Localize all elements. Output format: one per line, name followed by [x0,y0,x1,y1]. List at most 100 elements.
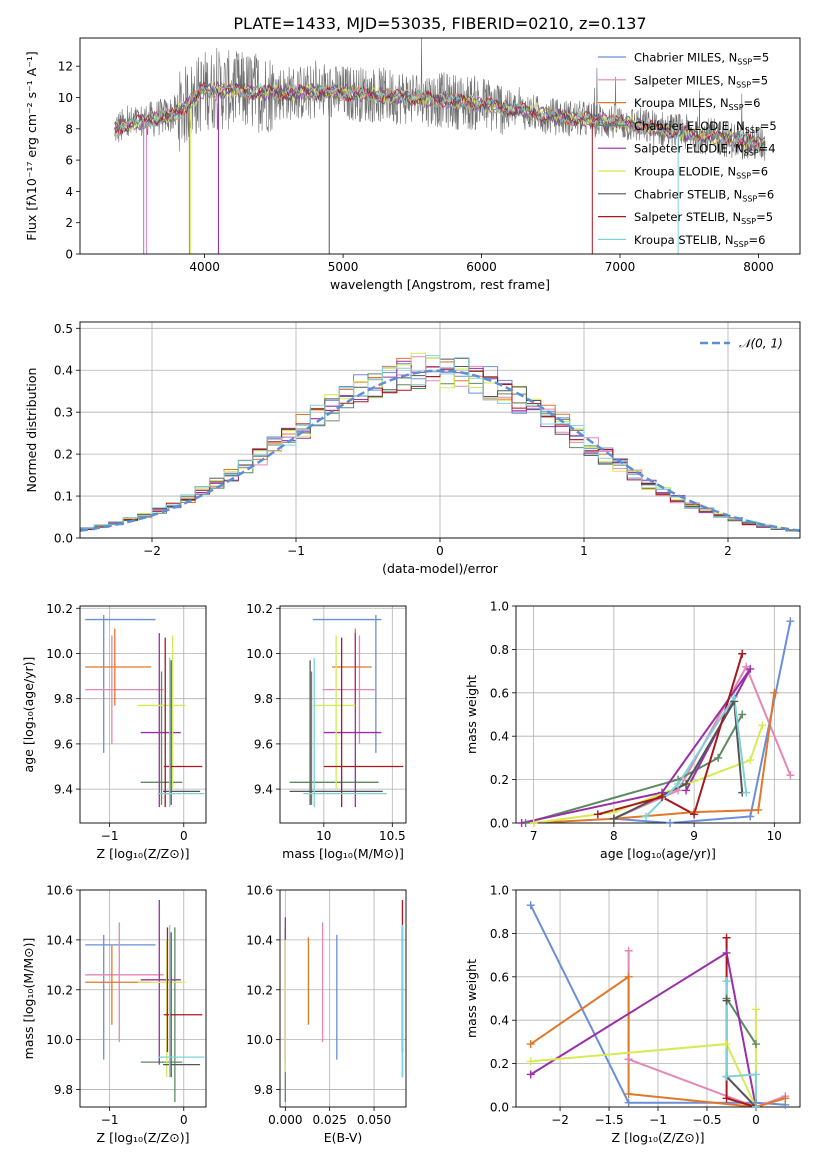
mass-weight-marker [517,819,526,827]
legend-label-sub: SSP [736,80,751,89]
x-tick-label: −1 [649,1113,667,1127]
residual-legend: 𝒩(0, 1) [700,337,783,351]
y-tick-label: 0.4 [54,364,73,378]
legend-label-n: =4 [759,142,776,156]
mass-weight-marker [722,1094,731,1103]
legend-label-n: =6 [757,187,774,201]
x-tick-label: 10.5 [379,829,406,843]
axes-frame [515,605,801,824]
mass-weight-marker [526,1070,535,1079]
axes-frame [79,321,801,539]
y-tick-label: 9.8 [254,692,273,706]
x-tick-label: 8 [610,829,618,843]
x-tick-label: −2 [143,544,161,558]
y-tick-label: 1.0 [490,884,509,898]
mass-weight-marker [593,810,602,819]
x-tick-label: 7000 [605,260,636,274]
mass-weight-marker [666,819,675,827]
x-tick-label: 0.025 [313,1113,347,1127]
y-tick-label: 10 [58,91,73,105]
x-tick-label: 1 [580,544,588,558]
y-tick-label: 0.2 [490,773,509,787]
x-axis-label: (data-model)/error [382,561,499,576]
chart-mass-EBV: 0.000 0.025 0.050 9.8 10.0 10.2 10.4 10.6 E(B-V) [246,884,407,1145]
x-axis-label: wavelength [Angstrom, rest frame] [330,277,550,292]
y-tick-label: 12 [58,60,73,74]
mass-weight-marker [658,792,667,801]
mass-weight-marker [786,617,795,626]
y-tick-label: 0.4 [490,1014,509,1028]
legend-label: Chabrier ELODIE, NSSP=5 [634,119,777,135]
chart-age-mass: 10 10.5 9.4 9.6 9.8 10.0 10.2 mass [log₁₀(M/M⊙)… [246,602,407,861]
mass-weight-marker [624,946,633,955]
y-tick-label: 8 [65,122,73,136]
y-tick-label: 0.6 [490,686,509,700]
model-spectrum-line [114,82,766,151]
y-tick-label: 10.0 [46,1033,73,1047]
y-tick-label: 10.2 [46,602,73,616]
legend-label: Salpeter STELIB, NSSP=5 [634,210,773,226]
y-tick-label: 0.6 [490,970,509,984]
x-tick-label: −2 [551,1113,569,1127]
y-tick-label: 1.0 [490,600,509,614]
mass-weight-marker [751,1040,760,1049]
mass-weight-marker [722,996,731,1005]
legend-label-sub: SSP [734,240,749,249]
mass-weight-marker [751,1103,760,1111]
x-axis-label: Z [log₁₀(Z/Z⊙)] [612,1130,705,1145]
y-axis-label: age [log₁₀(age/yr)] [21,657,36,773]
x-tick-label: −1 [287,544,305,558]
y-tick-label: 0.3 [54,406,73,420]
mass-weight-marker [526,1057,535,1066]
mass-weight-marker [624,1055,633,1064]
mass-weight-marker [526,1040,535,1049]
mass-weight-marker [722,933,731,942]
mass-weight-marker [682,779,691,788]
mass-weight-marker [751,1005,760,1014]
x-tick-label: 5000 [328,260,359,274]
y-axis-label: mass weight [464,675,479,754]
legend-label-n: =6 [751,165,768,179]
model-spectrum-line [114,80,766,151]
legend-label-name: Chabrier ELODIE, N [634,119,745,133]
mass-weight-marker [742,788,751,797]
legend-label-n: =5 [752,51,769,65]
mass-weight-line [597,653,744,816]
x-tick-label: 4000 [189,260,220,274]
chart-weight-Z: −2 −1.5 −1 −0.5 0 0.0 0.2 0.4 0.6 0.8 1.0 Z [log₁₀(… [464,884,801,1145]
mass-weight-line [529,904,786,1106]
y-tick-label: 9.6 [254,737,273,751]
axes-frame [515,889,801,1108]
y-tick-label: 10.0 [246,647,273,661]
plot-area-spectrum [114,38,766,254]
y-tick-label: 0.5 [54,322,73,336]
chart-spectrum: 4000 5000 6000 7000 8000 0 2 4 6 8 10 12 wavelength … [24,37,801,292]
legend-label-sub: SSP [737,58,752,67]
y-tick-label: 0.0 [490,1101,509,1115]
mass-weight-marker [624,972,633,981]
legend-label-n: =5 [760,119,777,133]
plot-area-weight-age [521,620,792,823]
mass-weight-marker [690,810,699,819]
mass-weight-line [725,981,757,1107]
mass-weight-marker [609,814,618,823]
mass-weight-marker [742,662,751,671]
legend-label-name: Chabrier MILES, N [634,51,737,65]
y-tick-label: 9.4 [254,783,273,797]
y-axis-label: mass [log₁₀(M/M⊙)] [21,938,36,1060]
x-tick-label: 0 [180,829,188,843]
normal-reference-curve [80,369,800,532]
y-tick-label: 10.2 [246,983,273,997]
y-tick-label: 4 [65,185,73,199]
legend-label: Salpeter MILES, NSSP=5 [634,73,768,89]
mass-weight-marker [624,1089,633,1098]
mass-weight-line [525,714,744,823]
chart-weight-age: 7 8 9 10 0.0 0.2 0.4 0.6 0.8 1.0 age [log₁₀(age/yr… [464,600,801,861]
x-tick-label: 7 [530,829,538,843]
x-tick-label: −1 [101,829,119,843]
plot-area-residuals [80,352,800,532]
legend-label-name: Chabrier STELIB, N [634,187,742,201]
legend-label-n: =6 [749,233,766,247]
x-tick-label: 0.050 [357,1113,391,1127]
legend-label-name: Salpeter MILES, N [634,73,736,87]
